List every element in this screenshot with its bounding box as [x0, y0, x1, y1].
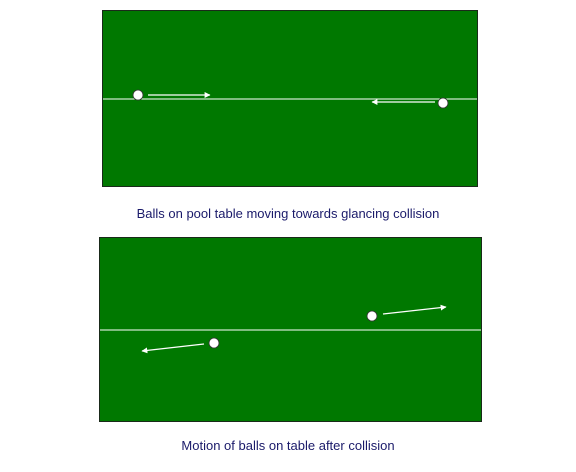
ball-2-after-velocity-arrow: [382, 304, 447, 315]
ball-1-after-velocity-arrow: [141, 343, 205, 354]
caption-before-collision: Balls on pool table moving towards glanc…: [136, 206, 440, 221]
ball-2-icon: [437, 97, 449, 109]
ball-1-icon: [132, 89, 144, 101]
pool-table-after: [99, 237, 482, 422]
ball-1-after-icon: [208, 337, 220, 349]
caption-after-collision: Motion of balls on table after collision: [181, 438, 395, 453]
pool-table-before: [102, 10, 478, 187]
ball-2-after-icon: [366, 310, 378, 322]
